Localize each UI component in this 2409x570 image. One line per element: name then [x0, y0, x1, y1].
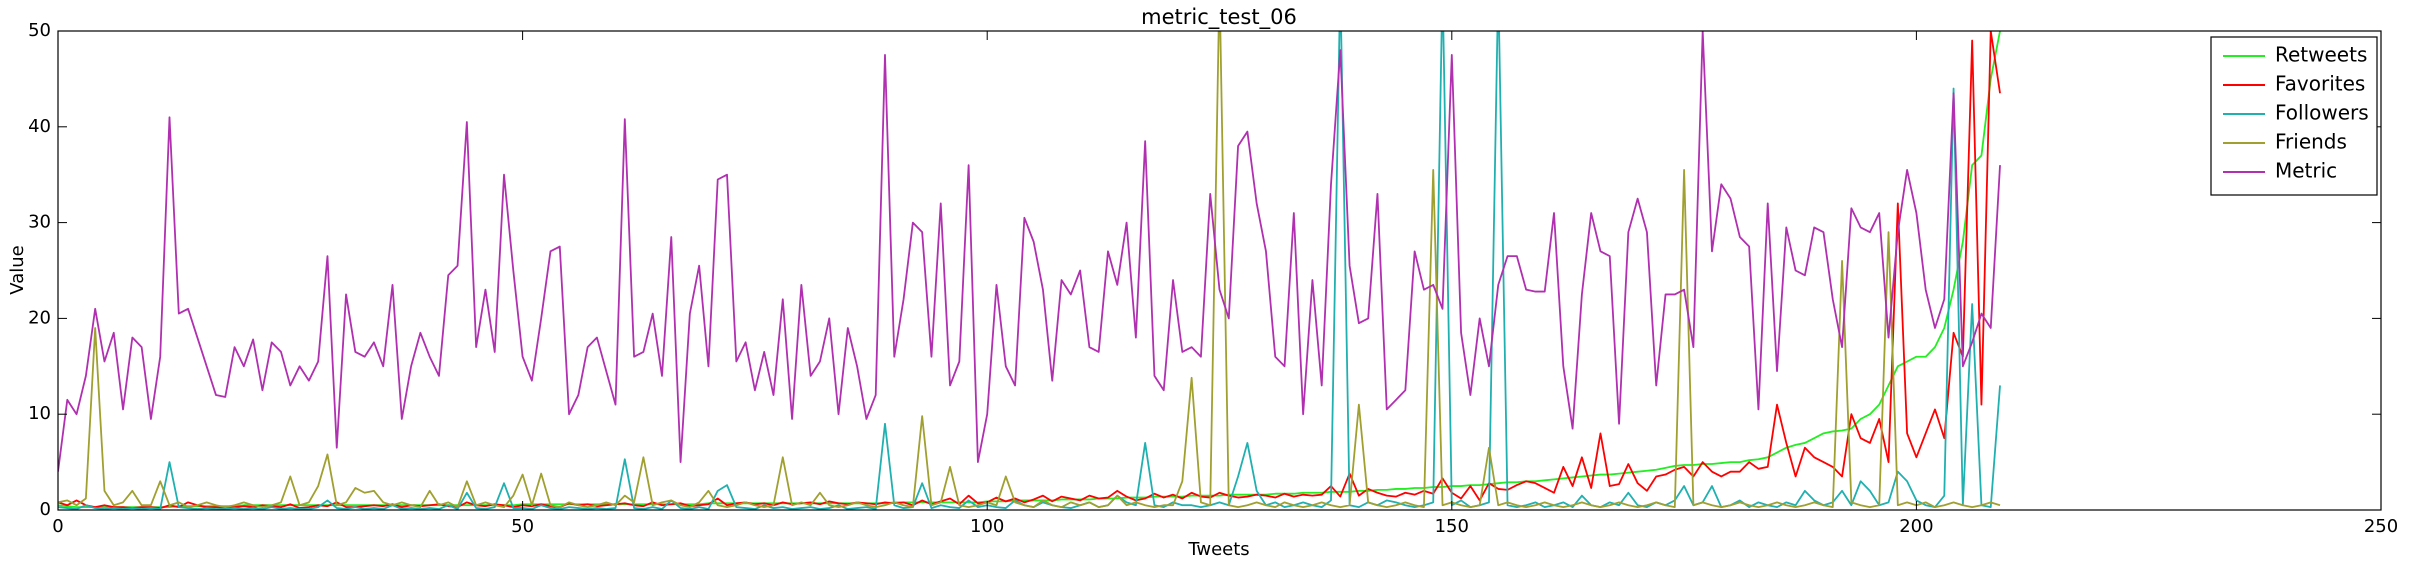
- y-tick-label: 20: [28, 307, 51, 328]
- x-tick-label: 50: [511, 516, 534, 537]
- legend-label: Retweets: [2275, 43, 2367, 67]
- legend-label: Followers: [2275, 101, 2369, 125]
- y-tick-label: 0: [40, 499, 51, 520]
- y-tick-label: 40: [28, 116, 51, 137]
- plot-area: [58, 31, 2001, 510]
- x-tick-label: 0: [52, 516, 63, 537]
- y-tick-label: 30: [28, 212, 51, 233]
- chart-title: metric_test_06: [1141, 5, 1297, 30]
- legend-label: Friends: [2275, 130, 2347, 154]
- series-line: [58, 31, 2001, 472]
- legend-label: Favorites: [2275, 72, 2365, 96]
- x-axis-label: Tweets: [1187, 539, 1249, 560]
- x-tick-label: 100: [970, 516, 1004, 537]
- axes: 0 50 100 150 200 250 0 10 20 30 40 50: [28, 20, 2398, 537]
- y-tick-label: 50: [28, 20, 51, 41]
- axes-frame: [57, 30, 2382, 511]
- legend-label: Metric: [2275, 159, 2337, 183]
- x-tick-label: 250: [2364, 516, 2398, 537]
- series-line: [58, 31, 2001, 509]
- y-axis-label: Value: [7, 245, 28, 294]
- y-tick-label: 10: [28, 403, 51, 424]
- legend-box: [2210, 36, 2378, 196]
- legend: Retweets Favorites Followers Friends Metric: [2210, 36, 2378, 196]
- x-tick-label: 150: [1435, 516, 1469, 537]
- x-tick-label: 200: [1899, 516, 1933, 537]
